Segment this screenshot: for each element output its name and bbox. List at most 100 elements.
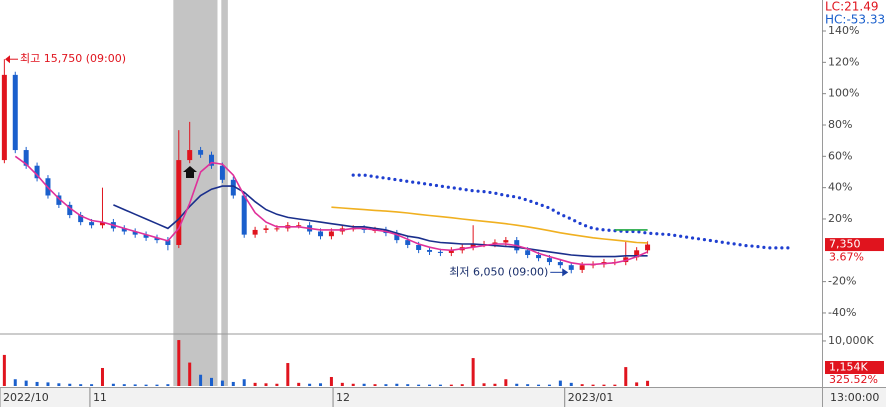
last-price-box bbox=[825, 238, 884, 252]
candle-body bbox=[219, 165, 225, 180]
volume-bar bbox=[308, 383, 312, 386]
volume-bar bbox=[602, 384, 606, 386]
volume-bar bbox=[504, 379, 508, 386]
candle-body bbox=[230, 179, 236, 196]
volume-bar bbox=[613, 384, 617, 386]
candle-body bbox=[546, 258, 552, 263]
candle-body bbox=[208, 154, 214, 166]
volume-bar bbox=[591, 384, 595, 386]
volume-bar bbox=[155, 384, 159, 386]
low-label: 최저 6,050 (09:00) bbox=[449, 265, 548, 278]
y-tick-label: 80% bbox=[828, 118, 852, 131]
volume-bar bbox=[471, 358, 475, 386]
lc-label: LC:21.49 bbox=[825, 0, 878, 14]
volume-bar bbox=[449, 384, 453, 386]
volume-bar bbox=[90, 384, 94, 386]
candle-body bbox=[56, 195, 62, 205]
candle-body bbox=[23, 150, 29, 166]
candle-body bbox=[78, 215, 84, 223]
y-tick-label: 100% bbox=[828, 87, 859, 100]
x-tick-label: 12 bbox=[336, 391, 350, 404]
volume-bar bbox=[515, 383, 519, 386]
volume-bar bbox=[417, 384, 421, 386]
volume-bar bbox=[242, 379, 246, 386]
candle-body bbox=[274, 228, 280, 230]
candle-body bbox=[165, 240, 171, 245]
volume-bar bbox=[220, 380, 224, 386]
volume-bar bbox=[68, 383, 72, 386]
volume-bar bbox=[624, 367, 628, 386]
volume-bar bbox=[460, 384, 464, 386]
volume-bar bbox=[188, 362, 192, 386]
x-axis-strip bbox=[0, 388, 822, 407]
last-price-label: 7,350 bbox=[829, 238, 861, 251]
candle-body bbox=[437, 251, 443, 253]
volume-bar bbox=[297, 382, 301, 386]
volume-bar bbox=[199, 374, 203, 386]
volume-bar bbox=[428, 384, 432, 386]
volume-bar bbox=[253, 382, 257, 386]
volume-bar bbox=[384, 384, 388, 386]
candle-body bbox=[1, 74, 7, 161]
volume-bar bbox=[122, 384, 126, 386]
volume-bar bbox=[406, 384, 410, 386]
candle-body bbox=[121, 228, 127, 232]
candle-body bbox=[132, 231, 138, 235]
candle-body bbox=[394, 233, 400, 241]
candle-body bbox=[89, 222, 95, 226]
candle-body bbox=[187, 150, 193, 161]
last-volume-label: 1,154K bbox=[829, 361, 868, 374]
x-tick-label: 11 bbox=[93, 391, 107, 404]
y-tick-label: 120% bbox=[828, 55, 859, 68]
candle-body bbox=[296, 225, 302, 227]
volume-bar bbox=[13, 379, 17, 386]
candle-body bbox=[67, 204, 73, 216]
volume-bar bbox=[580, 384, 584, 386]
volume-bar bbox=[362, 383, 366, 386]
high-label: 최고 15,750 (09:00) bbox=[20, 52, 126, 65]
y-tick-label: -20% bbox=[828, 275, 856, 288]
y-tick-label: 60% bbox=[828, 149, 852, 162]
ma-line bbox=[113, 185, 648, 258]
volume-bar bbox=[329, 376, 333, 386]
candle-body bbox=[198, 150, 204, 155]
high-arrowhead bbox=[5, 55, 10, 64]
volume-bar bbox=[166, 384, 170, 386]
volume-bar bbox=[438, 384, 442, 386]
volume-bar bbox=[2, 354, 6, 386]
volume-ratio-label: 325.52% bbox=[829, 373, 878, 386]
candle-body bbox=[634, 250, 640, 258]
volume-bar bbox=[264, 383, 268, 386]
y-tick-label: 140% bbox=[828, 24, 859, 37]
volume-bar bbox=[24, 380, 28, 386]
candle-body bbox=[557, 262, 563, 266]
volume-bar bbox=[111, 383, 115, 386]
plot-area: 최고 15,750 (09:00) 최저 6,050 (09:00) bbox=[1, 0, 791, 386]
candle-body bbox=[525, 250, 531, 255]
volume-bar bbox=[373, 384, 377, 386]
y-tick-label: -40% bbox=[828, 306, 856, 319]
volume-bar bbox=[558, 380, 562, 386]
candle-body bbox=[448, 250, 454, 253]
volume-bar bbox=[275, 383, 279, 386]
volume-bar bbox=[286, 363, 290, 386]
volume-bar bbox=[526, 384, 530, 386]
highlight-band bbox=[221, 0, 228, 386]
ma-line bbox=[14, 155, 648, 266]
candle-body bbox=[503, 240, 509, 243]
candle-body bbox=[263, 228, 269, 230]
candle-body bbox=[252, 229, 258, 235]
volume-bar bbox=[79, 384, 83, 386]
volume-bar bbox=[319, 383, 323, 386]
ma-line bbox=[351, 173, 791, 250]
volume-bar bbox=[569, 382, 573, 386]
last-change-label: 3.67% bbox=[829, 251, 864, 264]
candle-body bbox=[328, 231, 334, 237]
volume-bar bbox=[646, 380, 650, 386]
volume-bar bbox=[493, 383, 497, 386]
candle-body bbox=[427, 249, 433, 252]
volume-bar bbox=[395, 383, 399, 386]
x-tick-label: 2022/10 bbox=[3, 391, 49, 404]
